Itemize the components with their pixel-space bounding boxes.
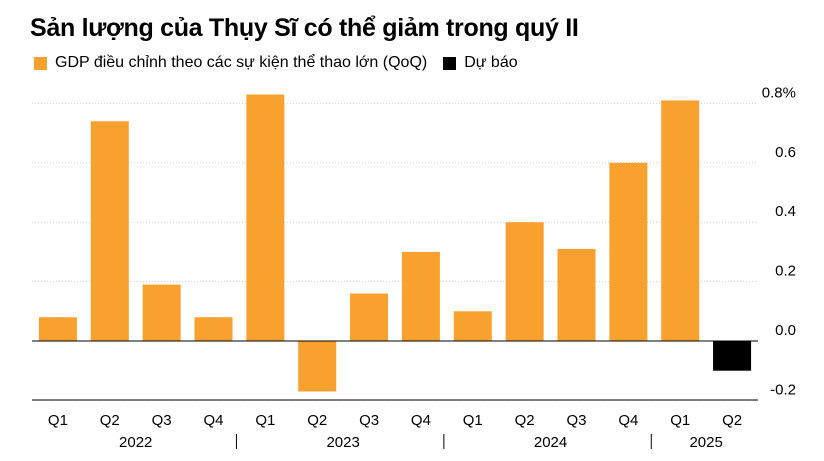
year-label: 2024 — [534, 434, 567, 451]
legend-label-gdp: GDP điều chỉnh theo các sự kiện thể thao… — [55, 54, 428, 71]
y-tick-label: 0.4 — [775, 203, 796, 220]
legend-swatch-gdp — [34, 56, 47, 70]
x-tick-label: Q4 — [203, 412, 223, 429]
legend: GDP điều chỉnh theo các sự kiện thể thao… — [34, 54, 534, 72]
x-tick-label: Q1 — [255, 412, 275, 429]
y-tick-label: 0.6 — [775, 144, 796, 161]
x-tick-label: Q1 — [670, 412, 690, 429]
bar-gdp — [194, 317, 233, 341]
bar-gdp — [401, 251, 440, 341]
x-tick-label: Q4 — [618, 412, 638, 429]
x-tick-label: Q2 — [307, 412, 327, 429]
y-tick-label: 0.0 — [775, 322, 796, 339]
bar-gdp — [609, 162, 648, 341]
bar-gdp — [246, 94, 285, 342]
x-tick-label: Q1 — [48, 412, 68, 429]
x-tick-label: Q1 — [463, 412, 483, 429]
y-tick-label: 0.2 — [775, 263, 796, 280]
bar-gdp — [142, 284, 181, 341]
x-tick-label: Q3 — [152, 412, 172, 429]
year-label: 2023 — [326, 434, 359, 451]
bar-gdp — [350, 293, 389, 341]
bar-gdp — [453, 311, 492, 341]
legend-swatch-forecast — [443, 56, 457, 70]
legend-item-gdp: GDP điều chỉnh theo các sự kiện thể thao… — [34, 54, 427, 72]
x-tick-label: Q4 — [411, 412, 431, 429]
year-label: 2025 — [689, 434, 722, 451]
y-tick-label: 0.8% — [762, 84, 796, 101]
chart-title: Sản lượng của Thụy Sĩ có thể giảm trong … — [30, 14, 579, 42]
bar-gdp — [557, 248, 596, 341]
y-tick-label: -0.2 — [770, 381, 796, 398]
x-tick-label: Q2 — [100, 412, 120, 429]
legend-item-forecast: Dự báo — [443, 54, 518, 72]
bar-gdp — [90, 121, 129, 341]
legend-label-forecast: Dự báo — [464, 54, 518, 71]
x-tick-label: Q3 — [566, 412, 586, 429]
year-label: 2022 — [119, 434, 152, 451]
x-tick-label: Q2 — [515, 412, 535, 429]
bar-gdp — [505, 222, 544, 341]
bar-gdp — [661, 100, 700, 342]
x-tick-label: Q2 — [722, 412, 742, 429]
bar-forecast — [713, 341, 752, 371]
bar-gdp — [298, 341, 337, 392]
x-tick-label: Q3 — [359, 412, 379, 429]
bar-gdp — [38, 317, 77, 341]
